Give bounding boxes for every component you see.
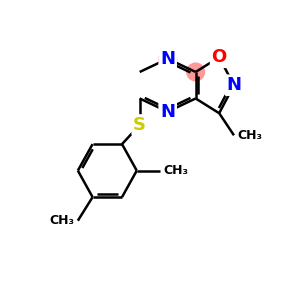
Circle shape — [159, 50, 176, 68]
Text: N: N — [160, 50, 175, 68]
Text: CH₃: CH₃ — [49, 214, 74, 227]
Circle shape — [159, 50, 176, 68]
Text: CH₃: CH₃ — [238, 129, 262, 142]
Text: S: S — [133, 116, 146, 134]
Text: O: O — [212, 48, 227, 66]
Text: N: N — [160, 103, 175, 121]
Circle shape — [187, 63, 205, 81]
Text: N: N — [226, 76, 242, 94]
Text: CH₃: CH₃ — [164, 164, 189, 177]
